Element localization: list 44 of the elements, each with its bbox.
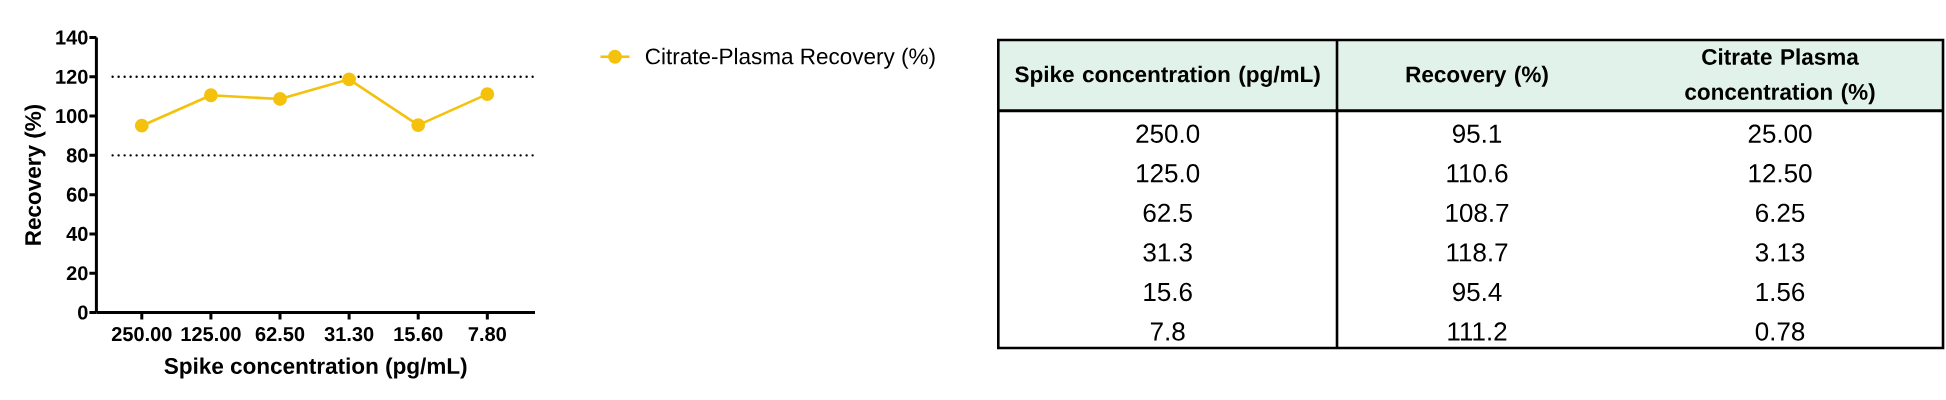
x-tick-label: 250.00 [111,327,172,342]
y-tick-label: 60 [66,187,88,202]
text: 7.8 [1150,322,1185,341]
text: 108.7 [1446,203,1509,223]
y-tick-label: 100 [56,108,88,124]
category-label: Citrate Plasma concentration (%) [1685,48,1875,105]
text: 118.7 [1447,243,1508,262]
text: 25.00 [1748,124,1812,143]
text: 15.6 [1144,282,1192,302]
point [204,88,218,103]
point [411,118,426,132]
y-axis-title: Recovery (%) [24,104,46,245]
x-tick-label: 7.80 [468,327,506,342]
text: 1.56 [1756,282,1805,302]
text: 12.50 [1749,164,1812,183]
legend-label: Citrate-Plasma Recovery (%) [645,47,935,69]
point [480,87,495,101]
y-tick-label: 40 [66,226,88,242]
y-tick-label: 120 [56,69,88,84]
text: 95.1 [1452,124,1502,143]
text: 6.25 [1756,203,1805,223]
x-tick-label: 125.00 [181,327,241,342]
text: 110.6 [1447,164,1508,183]
point [273,92,287,106]
point [134,118,149,133]
text: 111.2 [1448,322,1507,341]
y-tick-label: 20 [66,266,88,281]
point [342,72,357,87]
text: 95.4 [1452,282,1502,302]
text: 250.0 [1136,124,1200,143]
x-tick-label: 62.50 [255,327,305,342]
text: 0.78 [1755,322,1805,341]
x-tick-label: 15.60 [394,327,443,342]
text: 125.0 [1137,164,1200,183]
text: 31.3 [1143,243,1192,262]
x-tick-label: 31.30 [324,327,374,342]
category-label: Recovery (%) [1406,65,1548,87]
y-tick-label: 140 [56,30,88,45]
text: 3.13 [1755,243,1805,262]
y-tick-label: 0 [78,305,88,320]
category-label: Spike concentration (pg/mL) [1015,65,1320,87]
y-tick-label: 80 [66,148,88,163]
text: 62.5 [1143,203,1192,223]
x-axis-title: Spike concentration (pg/mL) [164,357,467,379]
